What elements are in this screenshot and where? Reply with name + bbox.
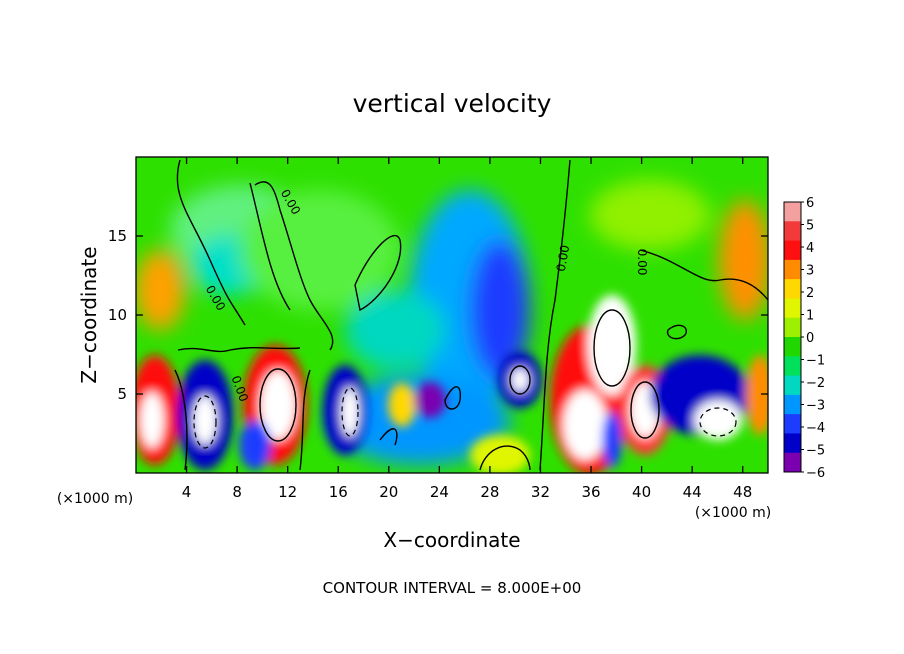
contour-label: 0.00 (554, 244, 572, 273)
colorbar-label: −4 (806, 421, 825, 436)
x-tick-label: 20 (379, 483, 398, 501)
colorbar-swatch (784, 394, 801, 415)
x-unit-note: (×1000 m) (695, 505, 771, 521)
colorbar-label: −1 (806, 354, 825, 369)
x-tick-label: 8 (232, 483, 242, 501)
colorbar-swatch (784, 279, 801, 299)
colorbar-swatch (784, 259, 801, 280)
colorbar-swatch (784, 433, 801, 454)
x-tick-label: 48 (733, 483, 752, 501)
y-unit-note: (×1000 m) (57, 491, 133, 507)
colorbar-label: 1 (806, 309, 814, 324)
colorbar-swatch (784, 356, 801, 377)
colorbar-label: −5 (806, 444, 825, 459)
colorbar-swatch (784, 337, 801, 357)
x-axis: 4 8 12 16 20 24 28 32 36 40 44 48 (182, 157, 752, 501)
colorbar-label: −2 (806, 376, 825, 391)
colorbar-label: −3 (806, 399, 825, 414)
x-tick-label: 44 (683, 483, 702, 501)
colorbar-label: 5 (806, 219, 814, 234)
x-tick-label: 40 (632, 483, 651, 501)
colorbar-swatch (784, 202, 801, 222)
colorbar-swatch (784, 317, 801, 338)
colorbar-label: −6 (806, 466, 825, 481)
x-axis-title: X−coordinate (383, 528, 520, 552)
colorbar-swatch (784, 298, 801, 319)
x-tick-label: 28 (480, 483, 499, 501)
colorbar-label: 4 (806, 241, 814, 256)
colorbar-label: 6 (806, 196, 814, 211)
contour-label: 0.00 (635, 249, 649, 276)
colorbar-label: 2 (806, 286, 814, 301)
colorbar-label: 0 (806, 331, 814, 346)
x-tick-label: 36 (581, 483, 600, 501)
y-tick-label: 15 (108, 227, 127, 245)
x-tick-label: 12 (278, 483, 297, 501)
colorbar-swatch (784, 240, 801, 261)
colorbar-swatch (784, 414, 801, 434)
colorbar-swatch (784, 375, 801, 396)
colorbar-label: 3 (806, 264, 814, 279)
y-axis: 5 10 15 (108, 227, 768, 403)
colorbar-swatch (784, 221, 801, 242)
y-axis-title: Z−coordinate (77, 246, 101, 383)
contour-interval-footer: CONTOUR INTERVAL = 8.000E+00 (323, 579, 582, 597)
plot-field (136, 157, 768, 473)
y-tick-label: 10 (108, 306, 127, 324)
x-tick-label: 24 (430, 483, 449, 501)
x-tick-label: 16 (329, 483, 348, 501)
chart-title: vertical velocity (353, 89, 552, 118)
colorbar-swatch (784, 452, 801, 473)
x-tick-label: 32 (531, 483, 550, 501)
y-tick-label: 5 (117, 385, 127, 403)
colorbar: 6 5 4 3 2 1 0 −1 −2 −3 −4 −5 −6 (783, 196, 825, 481)
x-tick-label: 4 (182, 483, 192, 501)
